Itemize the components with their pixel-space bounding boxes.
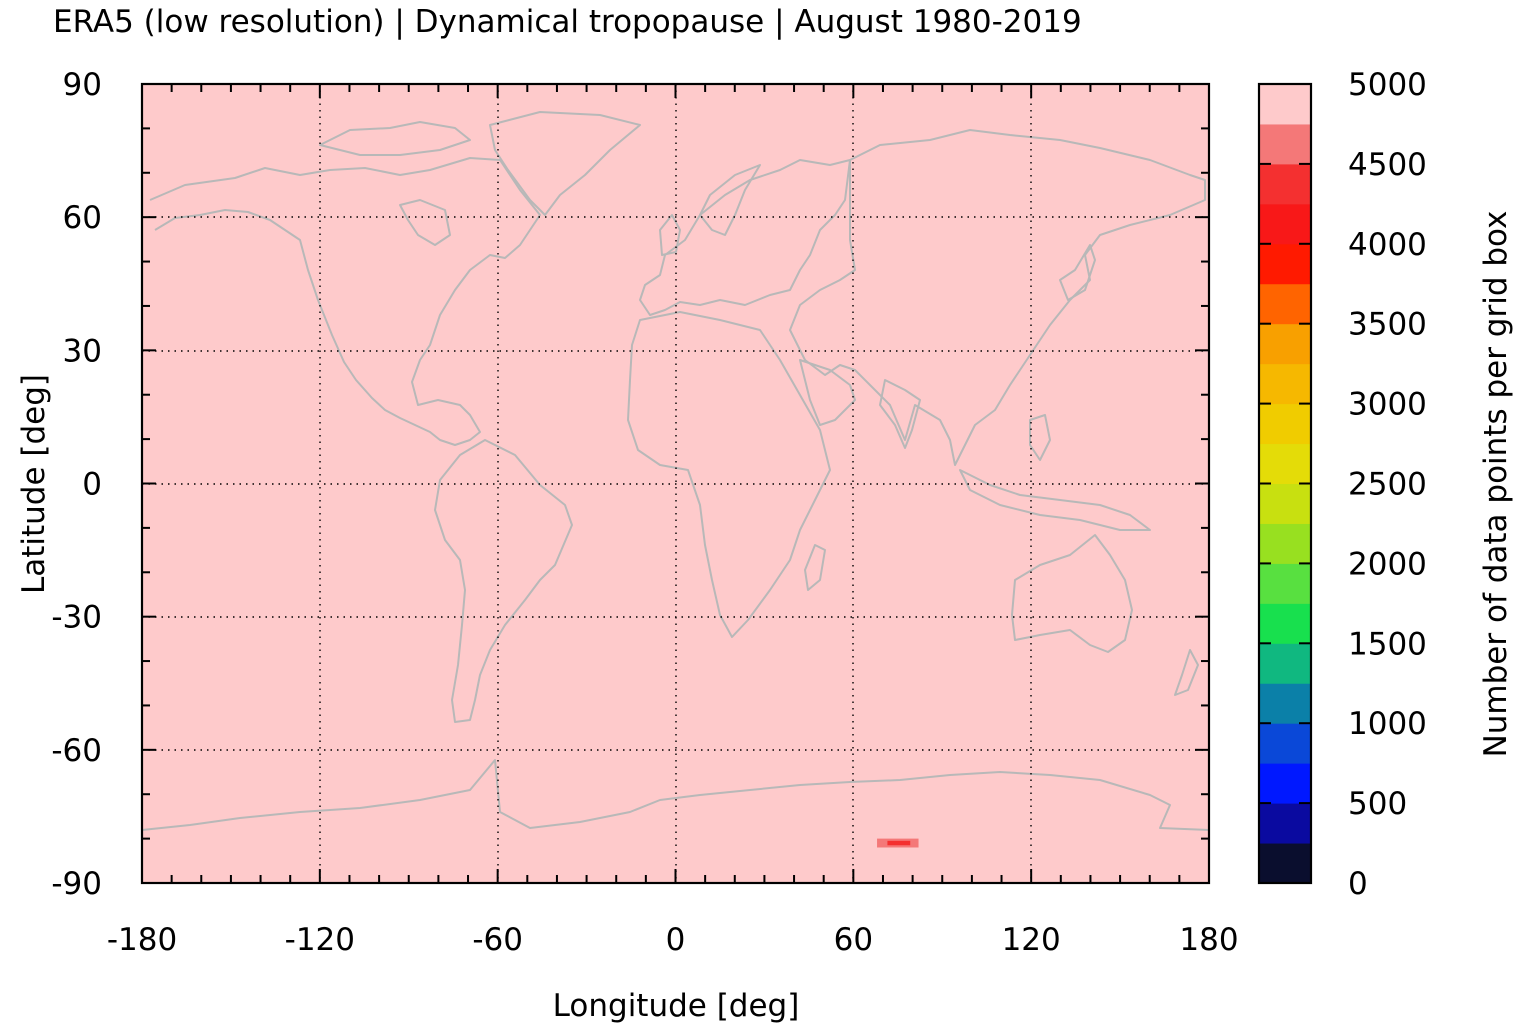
colorbar-bin (1259, 403, 1311, 445)
colorbar-bin (1259, 603, 1311, 644)
coastline-madagascar (804, 544, 826, 591)
coastline-greenland (489, 111, 641, 216)
coastline-scandinavia (699, 164, 761, 236)
coastline-india (879, 379, 921, 449)
y-tick-label: 90 (63, 67, 102, 103)
colorbar: 5000450040003500300025002000150010005000… (1257, 67, 1514, 902)
gridlines (142, 84, 1209, 883)
coastline-europe (639, 159, 851, 316)
colorbar-bin (1259, 243, 1311, 285)
coastline-asia (789, 129, 1206, 466)
coastline-new-zealand (1174, 649, 1199, 696)
colorbar-bin (1259, 763, 1311, 804)
colorbar-label: Number of data points per grid box (1478, 211, 1514, 758)
x-tick-label: 120 (1002, 922, 1061, 958)
colorbar-tick-label: 1000 (1348, 706, 1427, 742)
coastline-north-america (149, 157, 541, 446)
colorbar-tick-label: 1500 (1348, 626, 1427, 662)
colorbar-tick-label: 4500 (1348, 147, 1427, 183)
x-tick-labels: -180 -120 -60 0 60 120 180 (107, 922, 1239, 958)
x-axis-label: Longitude [deg] (553, 988, 800, 1024)
colorbar-bin (1259, 683, 1311, 724)
colorbar-bin (1259, 163, 1311, 205)
colorbar-tick-label: 4000 (1348, 227, 1427, 263)
coastline-africa (627, 311, 831, 638)
anomaly-cell (887, 840, 911, 846)
colorbar-frame (1257, 82, 1313, 885)
coastline-arabia (799, 359, 856, 426)
colorbar-tick-label: 3000 (1348, 387, 1427, 423)
x-tick-label: -120 (285, 922, 355, 958)
x-tick-label: -60 (472, 922, 523, 958)
coastline-philippines (1029, 414, 1051, 461)
colorbar-bin (1259, 363, 1311, 405)
x-tick-label: 60 (834, 922, 873, 958)
colorbar-tick-label: 2500 (1348, 467, 1427, 503)
colorbar-bin (1259, 843, 1311, 884)
colorbar-tick-label: 0 (1348, 866, 1368, 902)
y-tick-label: 30 (63, 333, 102, 369)
plot-frame (140, 82, 1211, 885)
y-tick-labels: 90 60 30 0 -30 -60 -90 (51, 67, 102, 902)
coastline-japan (1059, 244, 1096, 301)
y-tick-label: -60 (51, 733, 102, 769)
colorbar-bin (1259, 523, 1311, 564)
y-axis-label: Latitude [deg] (16, 374, 52, 594)
colorbar-tick-label: 500 (1348, 786, 1407, 822)
coastlines (141, 111, 1210, 831)
chart-title: ERA5 (low resolution) | Dynamical tropop… (53, 4, 1082, 40)
colorbar-tick-label: 2000 (1348, 546, 1427, 582)
colorbar-bin (1259, 323, 1311, 365)
x-tick-label: 180 (1179, 922, 1238, 958)
y-tick-label: 60 (63, 200, 102, 236)
map-plot (140, 82, 1211, 885)
colorbar-bin (1259, 723, 1311, 764)
y-tick-label: 0 (82, 467, 102, 503)
x-tick-label: -180 (107, 922, 177, 958)
colorbar-bin (1259, 283, 1311, 325)
colorbar-bin (1259, 563, 1311, 604)
colorbar-bin (1259, 443, 1311, 484)
coastline-south-america (434, 439, 573, 723)
colorbar-bin (1259, 803, 1311, 844)
y-tick-label: -90 (51, 866, 102, 902)
colorbar-bin (1259, 84, 1311, 125)
anomaly-layer (877, 838, 919, 848)
coastline-antarctica (141, 759, 1210, 831)
colorbar-bin (1259, 123, 1311, 165)
coastline-arctic-islands (319, 121, 471, 156)
colorbar-bins (1259, 84, 1311, 884)
coastline-indonesia (959, 469, 1151, 531)
x-tick-label: 0 (666, 922, 686, 958)
colorbar-bin (1259, 203, 1311, 245)
coastline-australia (1011, 534, 1133, 653)
colorbar-bin (1259, 643, 1311, 684)
colorbar-tick-label: 5000 (1348, 67, 1427, 103)
colorbar-tick-label: 3500 (1348, 307, 1427, 343)
y-tick-label: -30 (51, 600, 102, 636)
colorbar-bin (1259, 483, 1311, 524)
map-tick-marks (141, 83, 1210, 884)
coastline-hudson-bay (399, 199, 451, 246)
